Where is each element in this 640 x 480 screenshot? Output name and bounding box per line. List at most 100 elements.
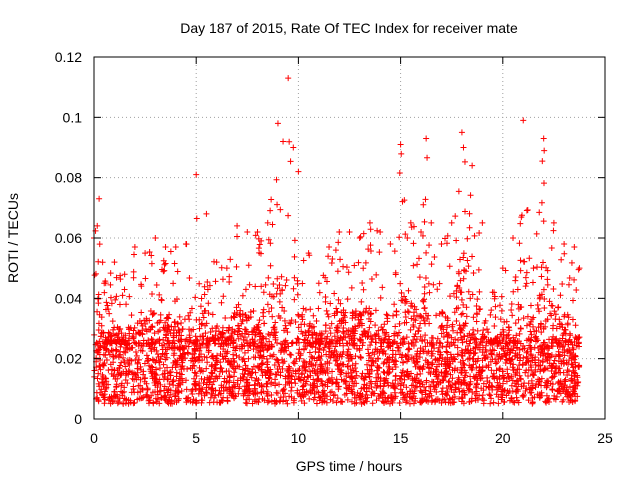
data-point bbox=[265, 345, 272, 352]
data-point bbox=[443, 240, 450, 247]
data-point bbox=[493, 359, 500, 366]
data-point bbox=[295, 311, 302, 318]
data-point bbox=[313, 318, 320, 325]
data-point bbox=[376, 249, 383, 256]
data-point bbox=[121, 384, 128, 391]
data-point bbox=[318, 330, 325, 337]
data-point bbox=[541, 350, 548, 357]
data-point bbox=[369, 349, 376, 356]
data-point bbox=[267, 240, 274, 247]
data-point bbox=[539, 158, 546, 165]
data-point bbox=[116, 301, 123, 308]
data-point bbox=[290, 359, 297, 366]
data-point bbox=[135, 374, 142, 381]
data-point bbox=[268, 329, 275, 336]
y-tick-label: 0 bbox=[74, 411, 82, 427]
data-point bbox=[364, 346, 371, 353]
data-point bbox=[359, 332, 366, 339]
data-point bbox=[483, 326, 490, 333]
data-point bbox=[521, 345, 528, 352]
data-point bbox=[323, 307, 330, 314]
data-point bbox=[178, 371, 185, 378]
data-point bbox=[467, 295, 474, 302]
data-point bbox=[204, 286, 211, 293]
data-point bbox=[539, 343, 546, 350]
data-point bbox=[525, 397, 532, 404]
data-point bbox=[196, 357, 203, 364]
data-point bbox=[96, 383, 103, 390]
data-point bbox=[139, 386, 146, 393]
data-point bbox=[255, 363, 262, 370]
data-point bbox=[130, 274, 137, 281]
data-point bbox=[139, 330, 146, 337]
data-point bbox=[225, 357, 232, 364]
data-point bbox=[307, 339, 314, 346]
data-point bbox=[473, 310, 480, 317]
data-point bbox=[331, 333, 338, 340]
data-point bbox=[352, 360, 359, 367]
data-point bbox=[343, 327, 350, 334]
data-point bbox=[487, 311, 494, 318]
data-point bbox=[201, 307, 208, 314]
peak-point bbox=[530, 265, 537, 272]
data-point bbox=[186, 334, 193, 341]
data-point bbox=[306, 395, 313, 402]
data-point bbox=[276, 281, 283, 288]
data-point bbox=[361, 373, 368, 380]
data-point bbox=[234, 331, 241, 338]
data-point bbox=[212, 340, 219, 347]
data-point bbox=[225, 324, 232, 331]
data-point bbox=[550, 322, 557, 329]
peak-point bbox=[520, 117, 527, 124]
data-point bbox=[544, 281, 551, 288]
data-point bbox=[223, 368, 230, 375]
data-point bbox=[566, 383, 573, 390]
data-point bbox=[285, 343, 292, 350]
data-point bbox=[280, 386, 287, 393]
data-point bbox=[367, 242, 374, 249]
data-point bbox=[537, 320, 544, 327]
data-point bbox=[228, 337, 235, 344]
data-point bbox=[390, 312, 397, 319]
data-point bbox=[460, 333, 467, 340]
data-point bbox=[489, 346, 496, 353]
data-point bbox=[351, 335, 358, 342]
data-point bbox=[568, 259, 575, 266]
data-point bbox=[343, 390, 350, 397]
data-point bbox=[212, 365, 219, 372]
data-point bbox=[285, 372, 292, 379]
data-point bbox=[335, 296, 342, 303]
data-point bbox=[261, 397, 268, 404]
data-point bbox=[250, 328, 257, 335]
data-point bbox=[509, 312, 516, 319]
peak-point bbox=[203, 210, 210, 217]
data-point bbox=[374, 227, 381, 234]
data-point bbox=[518, 212, 525, 219]
data-point bbox=[332, 247, 339, 254]
data-point bbox=[342, 309, 349, 316]
data-point bbox=[361, 385, 368, 392]
data-point bbox=[410, 240, 417, 247]
data-point bbox=[394, 344, 401, 351]
data-point bbox=[152, 366, 159, 373]
data-point bbox=[467, 192, 474, 199]
data-point bbox=[553, 393, 560, 400]
data-point bbox=[367, 226, 374, 233]
data-point bbox=[516, 351, 523, 358]
data-point bbox=[351, 342, 358, 349]
data-point bbox=[540, 259, 547, 266]
data-point bbox=[543, 392, 550, 399]
data-point bbox=[479, 392, 486, 399]
peak-point bbox=[234, 222, 241, 229]
data-point bbox=[451, 389, 458, 396]
data-point bbox=[413, 383, 420, 390]
data-point bbox=[317, 340, 324, 347]
data-point bbox=[470, 269, 477, 276]
data-point bbox=[182, 355, 189, 362]
peak-point bbox=[295, 168, 302, 175]
data-point bbox=[460, 301, 467, 308]
data-point bbox=[117, 272, 124, 279]
data-point bbox=[527, 362, 534, 369]
data-point bbox=[268, 398, 275, 405]
